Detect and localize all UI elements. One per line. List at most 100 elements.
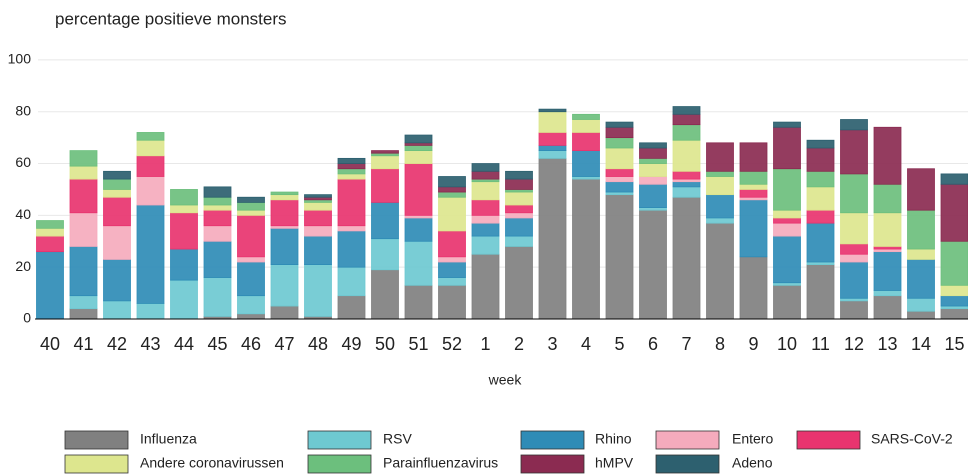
bar-segment — [136, 139, 165, 157]
bar-segment — [672, 113, 701, 126]
bar-segment — [840, 173, 868, 214]
bar-segment — [136, 176, 165, 206]
bar-segment — [438, 256, 466, 263]
bar-segment — [103, 300, 131, 320]
bar-segment — [103, 170, 131, 180]
bar-segment — [840, 261, 868, 299]
bar-segment — [806, 139, 835, 149]
bar-segment — [505, 191, 533, 206]
bar-segment — [605, 181, 634, 193]
bar-segment — [103, 189, 131, 198]
bar-segment — [371, 150, 399, 154]
legend-label: SARS-CoV-2 — [871, 431, 953, 447]
bar-segment — [873, 212, 902, 247]
bar-segment — [304, 235, 332, 265]
legend-label: Rhino — [595, 431, 632, 447]
bar-segment — [572, 132, 600, 151]
bar-segment — [639, 157, 667, 164]
bar-segment — [237, 295, 265, 315]
bar-segment — [270, 227, 299, 265]
bar-segment — [672, 196, 701, 320]
bar-segment — [773, 126, 801, 170]
bar-segment — [237, 256, 265, 263]
x-tick-label: 43 — [140, 334, 160, 354]
x-tick-label: 9 — [748, 334, 758, 354]
bar-segment — [170, 212, 198, 250]
x-tick-label: 4 — [581, 334, 591, 354]
bar-segment — [773, 284, 801, 320]
bar-segment — [538, 145, 567, 151]
bar-segment — [505, 204, 533, 214]
bar-segment — [337, 173, 366, 180]
bar-segment — [471, 253, 500, 320]
bar-segment — [203, 204, 232, 211]
bar-segment — [471, 214, 500, 224]
x-tick-label: 40 — [40, 334, 60, 354]
bar-segment — [69, 150, 98, 167]
bar-segment — [404, 134, 433, 144]
bar-segment — [438, 261, 466, 278]
bar-segment — [806, 209, 835, 224]
bar-segment — [471, 199, 500, 216]
bar-segment — [69, 295, 98, 310]
x-tick-label: 11 — [811, 334, 830, 354]
legend-swatch — [307, 454, 372, 474]
bar-segment — [36, 235, 64, 253]
bar-segment — [538, 132, 567, 146]
bar-segment — [404, 284, 433, 320]
legend-swatch — [655, 430, 720, 450]
bar-segment — [605, 176, 634, 183]
bar-segment — [639, 142, 667, 149]
bar-segment — [203, 209, 232, 227]
bar-segment — [136, 204, 165, 304]
bar-segment — [505, 246, 533, 320]
bar-segment — [940, 295, 968, 307]
bar-segment — [371, 202, 399, 240]
bar-segment — [773, 168, 801, 211]
x-tick-label: 49 — [341, 334, 361, 354]
bar-segment — [672, 186, 701, 198]
bar-segment — [806, 147, 835, 172]
bar-segment — [136, 155, 165, 177]
bar-segment — [237, 196, 265, 203]
bar-segment — [605, 194, 634, 320]
bar-segment — [270, 264, 299, 307]
bar-segment — [471, 170, 500, 180]
bar-segment — [538, 157, 567, 320]
x-tick-label: 47 — [274, 334, 294, 354]
legend-swatch — [307, 430, 372, 450]
legend-label: Parainfluenzavirus — [383, 455, 498, 471]
bar-segment — [170, 189, 198, 206]
bar-segment — [672, 124, 701, 141]
legend-label: Andere coronavirussen — [140, 455, 284, 471]
bar-segment — [907, 297, 935, 312]
bar-segment — [505, 235, 533, 247]
bar-segment — [438, 284, 466, 320]
bar-segment — [907, 310, 935, 320]
bar-segment — [304, 225, 332, 237]
bar-segment — [706, 222, 734, 320]
bar-segment — [471, 163, 500, 172]
bar-segment — [237, 202, 265, 211]
bar-segment — [940, 284, 968, 297]
bar-segment — [840, 129, 868, 175]
bar-segment — [840, 212, 868, 245]
bar-segment — [203, 186, 232, 198]
x-axis-label: week — [488, 372, 523, 388]
bar-segment — [471, 222, 500, 237]
bar-segment — [270, 194, 299, 201]
x-tick-label: 12 — [844, 334, 864, 354]
bar-segment — [304, 209, 332, 227]
bar-segment — [237, 313, 265, 320]
bar-segment — [337, 225, 366, 232]
bar-segment — [907, 248, 935, 260]
bar-segment — [672, 170, 701, 180]
bar-segment — [840, 243, 868, 255]
bar-segment — [706, 142, 734, 172]
bar-segment — [739, 256, 768, 320]
bar-segment — [103, 196, 131, 227]
bar-segment — [806, 186, 835, 211]
bar-segment — [907, 259, 935, 299]
bar-segment — [438, 176, 466, 188]
bar-segment — [304, 194, 332, 198]
